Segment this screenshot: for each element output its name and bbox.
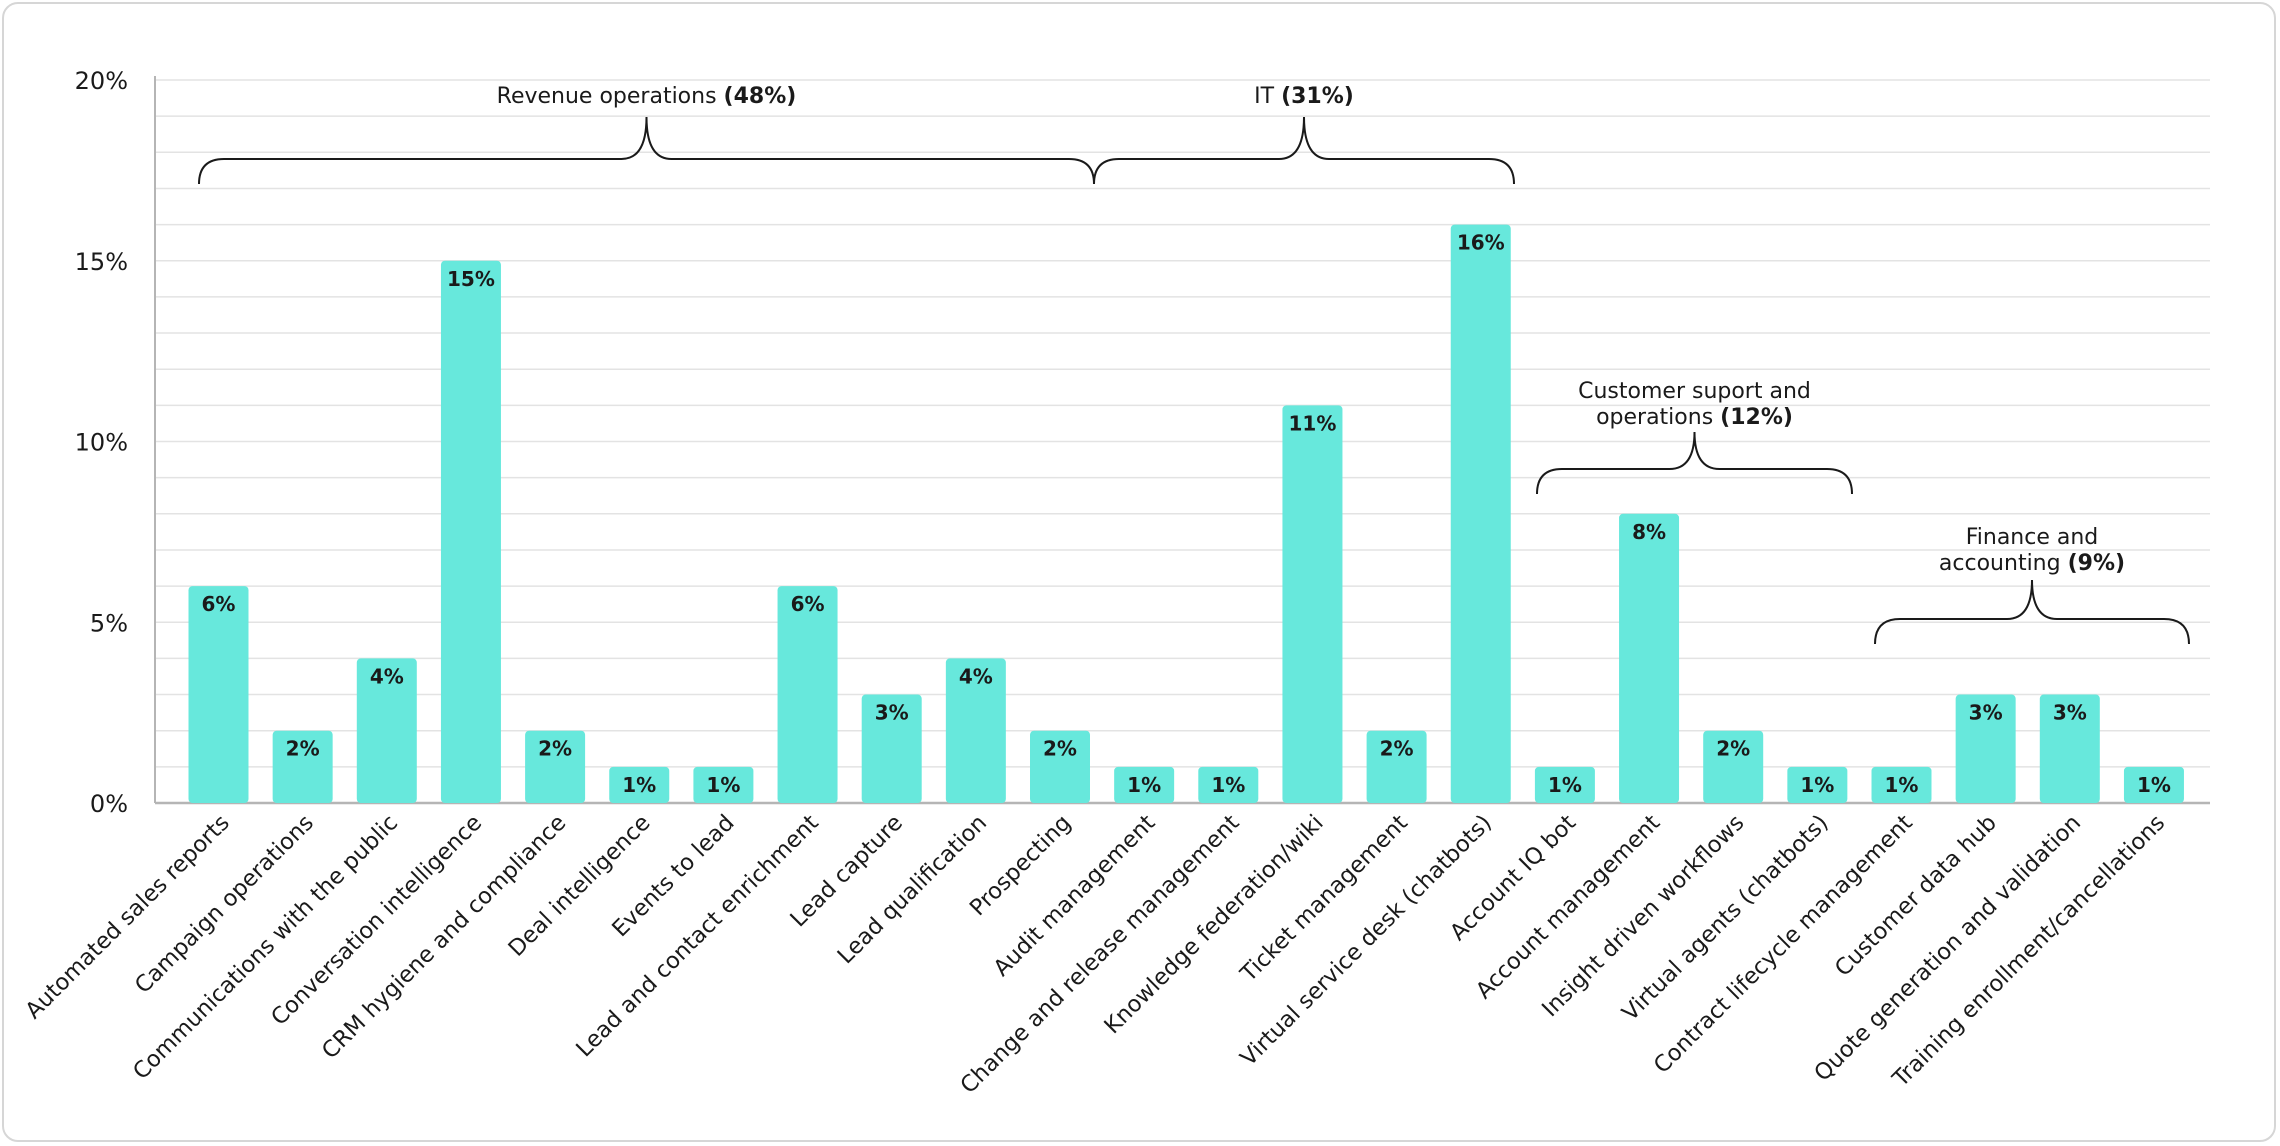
bar-value-label: 4% xyxy=(370,664,404,688)
y-tick-label: 5% xyxy=(90,609,128,637)
category-label: Deal intelligence xyxy=(504,810,656,962)
bar xyxy=(272,730,333,803)
bar xyxy=(777,586,838,803)
bar-value-label: 1% xyxy=(1127,773,1161,797)
bar xyxy=(525,730,586,803)
category-label: Customer data hub xyxy=(1830,810,2002,982)
bar-value-label: 1% xyxy=(1885,773,1919,797)
group-label: Finance and xyxy=(1966,525,2099,550)
bar xyxy=(1450,224,1511,804)
bar-value-label: 6% xyxy=(202,592,236,616)
group-label: accounting (9%) xyxy=(1939,551,2125,576)
group-brace xyxy=(198,116,1095,185)
bar-value-label: 2% xyxy=(286,737,320,761)
bar-value-label: 2% xyxy=(1380,737,1414,761)
bar-value-label: 8% xyxy=(1632,520,1666,544)
y-tick-label: 20% xyxy=(75,67,128,95)
bar-value-label: 2% xyxy=(1043,737,1077,761)
bar xyxy=(945,658,1006,803)
bar xyxy=(356,658,417,803)
bar-value-label: 3% xyxy=(875,701,909,725)
bar xyxy=(1619,513,1680,803)
group-brace xyxy=(1874,579,2190,645)
bar xyxy=(1703,730,1764,803)
bar-chart: 0%5%10%15%20%6%Automated sales reports2%… xyxy=(21,67,2210,1099)
bar xyxy=(1787,766,1848,803)
bar xyxy=(1198,766,1259,803)
bar xyxy=(1282,405,1343,803)
bar xyxy=(1030,730,1090,803)
bar-value-label: 1% xyxy=(1800,773,1834,797)
group-label: operations (12%) xyxy=(1596,405,1793,430)
group-brace xyxy=(1093,116,1515,185)
category-label: Audit management xyxy=(989,810,1161,982)
bar xyxy=(2123,766,2184,803)
bar xyxy=(1534,766,1595,803)
bar xyxy=(1871,766,1932,803)
bar-value-label: 1% xyxy=(1211,773,1245,797)
group-brace xyxy=(1536,431,1853,495)
bar-value-label: 6% xyxy=(791,592,825,616)
y-tick-label: 10% xyxy=(75,429,128,457)
bar-value-label: 11% xyxy=(1289,411,1337,435)
bar xyxy=(1366,730,1427,803)
bar-value-label: 15% xyxy=(447,267,495,291)
y-tick-label: 15% xyxy=(75,248,128,276)
y-tick-label: 0% xyxy=(90,790,128,818)
bar-value-label: 2% xyxy=(1716,737,1750,761)
bar-value-label: 4% xyxy=(959,664,993,688)
bar-value-label: 3% xyxy=(2053,701,2087,725)
bar-value-label: 1% xyxy=(1548,773,1582,797)
bar xyxy=(861,694,922,803)
bar xyxy=(2039,694,2100,803)
bar xyxy=(609,766,670,803)
bar-value-label: 1% xyxy=(706,773,740,797)
category-label: Ticket management xyxy=(1235,810,1413,988)
bar-value-label: 1% xyxy=(622,773,656,797)
bar xyxy=(440,260,501,803)
bar-value-label: 1% xyxy=(2137,773,2171,797)
bar-value-label: 2% xyxy=(538,737,572,761)
group-label: IT (31%) xyxy=(1254,84,1354,109)
category-label: Lead qualification xyxy=(833,810,992,969)
bar-value-label: 3% xyxy=(1969,701,2003,725)
group-label: Revenue operations (48%) xyxy=(497,84,797,109)
bar xyxy=(693,766,754,803)
group-label: Customer suport and xyxy=(1578,379,1811,404)
bar-value-label: 16% xyxy=(1457,231,1505,255)
bar xyxy=(1114,766,1175,803)
bar xyxy=(1955,694,2016,803)
bar xyxy=(188,586,249,803)
